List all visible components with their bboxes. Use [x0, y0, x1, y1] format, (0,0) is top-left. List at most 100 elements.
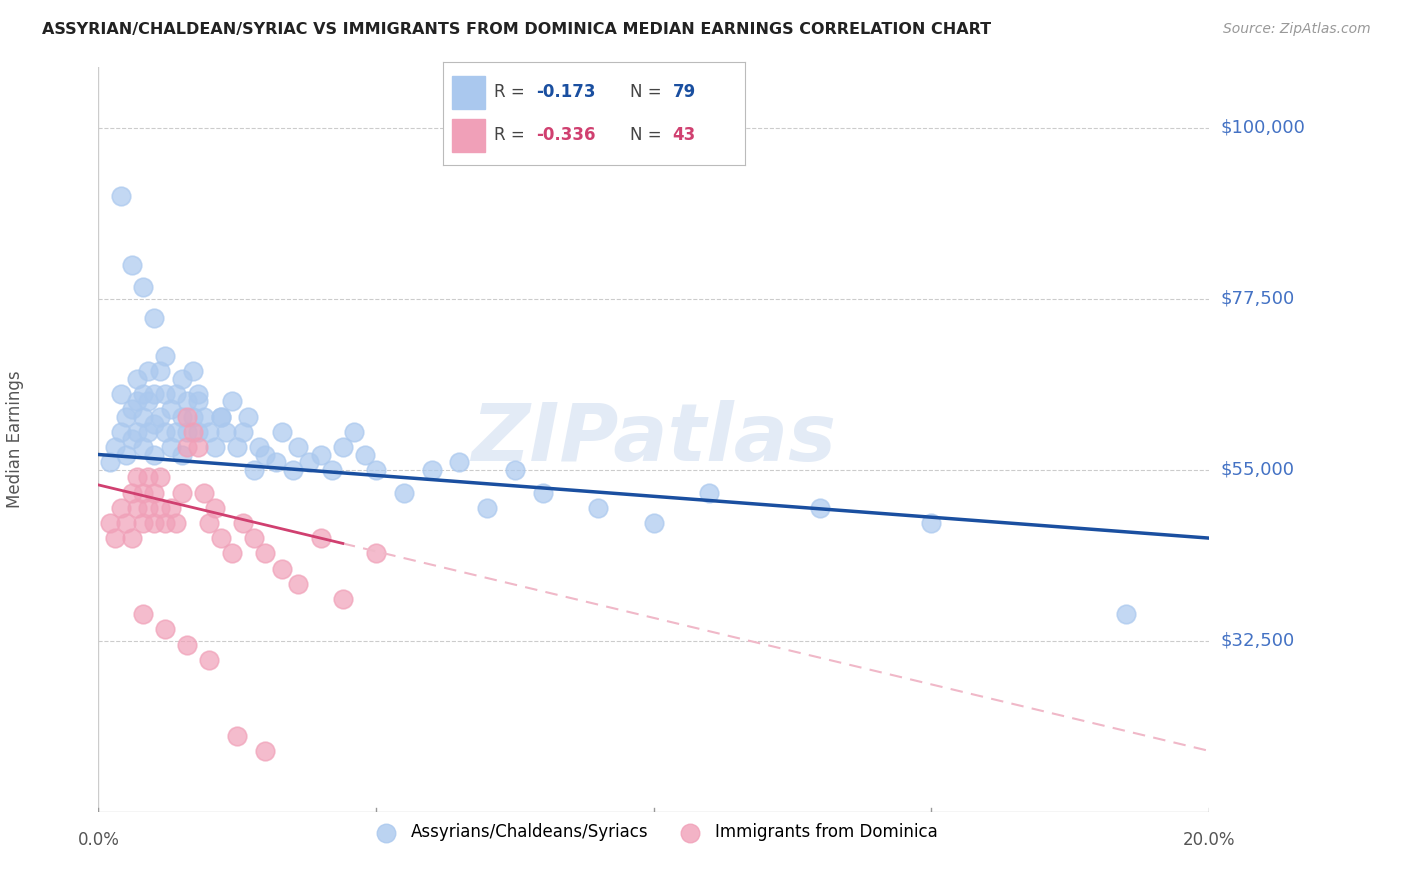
- Point: [165, 386, 187, 401]
- Point: [98, 516, 121, 530]
- Point: [143, 448, 166, 462]
- Point: [221, 394, 243, 409]
- Point: [332, 591, 354, 606]
- Point: [132, 485, 155, 500]
- Point: [159, 401, 181, 416]
- Text: $100,000: $100,000: [1220, 119, 1305, 136]
- Point: [232, 425, 254, 439]
- Text: R =: R =: [495, 83, 530, 101]
- Point: [187, 386, 209, 401]
- Point: [153, 386, 176, 401]
- Point: [127, 371, 149, 385]
- Point: [366, 463, 388, 477]
- Point: [643, 516, 665, 530]
- Point: [253, 744, 276, 758]
- Text: -0.336: -0.336: [537, 127, 596, 145]
- Point: [148, 500, 170, 515]
- Point: [165, 425, 187, 439]
- Point: [187, 394, 209, 409]
- Point: [121, 433, 143, 447]
- Point: [115, 448, 138, 462]
- Text: R =: R =: [495, 127, 530, 145]
- Bar: [451, 119, 485, 152]
- Point: [170, 371, 193, 385]
- Point: [176, 440, 198, 454]
- Point: [198, 653, 221, 667]
- Point: [209, 409, 232, 424]
- Point: [187, 425, 209, 439]
- Text: Source: ZipAtlas.com: Source: ZipAtlas.com: [1223, 22, 1371, 37]
- Point: [699, 485, 721, 500]
- Text: $55,000: $55,000: [1220, 460, 1295, 479]
- Point: [198, 425, 221, 439]
- Point: [176, 425, 198, 439]
- Point: [127, 470, 149, 484]
- Text: 79: 79: [672, 83, 696, 101]
- Point: [243, 531, 266, 545]
- Point: [121, 485, 143, 500]
- Point: [209, 531, 232, 545]
- Point: [132, 516, 155, 530]
- Point: [193, 485, 215, 500]
- Point: [332, 440, 354, 454]
- Point: [153, 425, 176, 439]
- Point: [127, 394, 149, 409]
- Point: [170, 409, 193, 424]
- Point: [204, 440, 226, 454]
- Point: [187, 440, 209, 454]
- Point: [270, 425, 292, 439]
- Point: [132, 607, 155, 621]
- Point: [153, 623, 176, 637]
- Point: [176, 638, 198, 652]
- Point: [270, 561, 292, 575]
- Point: [176, 394, 198, 409]
- Text: Median Earnings: Median Earnings: [6, 370, 24, 508]
- Point: [132, 280, 155, 294]
- Point: [309, 531, 332, 545]
- Point: [110, 189, 132, 203]
- Point: [198, 516, 221, 530]
- Point: [127, 425, 149, 439]
- Text: $32,500: $32,500: [1220, 632, 1295, 649]
- Point: [243, 463, 266, 477]
- Point: [115, 409, 138, 424]
- Point: [309, 448, 332, 462]
- Point: [121, 258, 143, 272]
- Point: [143, 386, 166, 401]
- Point: [264, 455, 287, 469]
- Point: [132, 409, 155, 424]
- Point: [176, 409, 198, 424]
- Point: [204, 500, 226, 515]
- Point: [287, 576, 309, 591]
- Point: [298, 455, 321, 469]
- Point: [1115, 607, 1137, 621]
- Point: [354, 448, 377, 462]
- Point: [503, 463, 526, 477]
- Point: [110, 500, 132, 515]
- Point: [98, 455, 121, 469]
- Point: [153, 349, 176, 363]
- Point: [148, 364, 170, 378]
- Point: [215, 425, 238, 439]
- Point: [392, 485, 415, 500]
- Point: [238, 409, 260, 424]
- Point: [138, 500, 160, 515]
- Point: [420, 463, 443, 477]
- Point: [343, 425, 366, 439]
- Point: [104, 531, 127, 545]
- Point: [104, 440, 127, 454]
- Point: [110, 386, 132, 401]
- Text: ASSYRIAN/CHALDEAN/SYRIAC VS IMMIGRANTS FROM DOMINICA MEDIAN EARNINGS CORRELATION: ASSYRIAN/CHALDEAN/SYRIAC VS IMMIGRANTS F…: [42, 22, 991, 37]
- Point: [143, 485, 166, 500]
- Point: [115, 516, 138, 530]
- Point: [170, 448, 193, 462]
- Point: [249, 440, 271, 454]
- Point: [165, 516, 187, 530]
- Point: [143, 417, 166, 431]
- Point: [132, 386, 155, 401]
- Point: [920, 516, 942, 530]
- Text: 20.0%: 20.0%: [1182, 830, 1236, 848]
- Text: 43: 43: [672, 127, 696, 145]
- Point: [232, 516, 254, 530]
- Point: [127, 500, 149, 515]
